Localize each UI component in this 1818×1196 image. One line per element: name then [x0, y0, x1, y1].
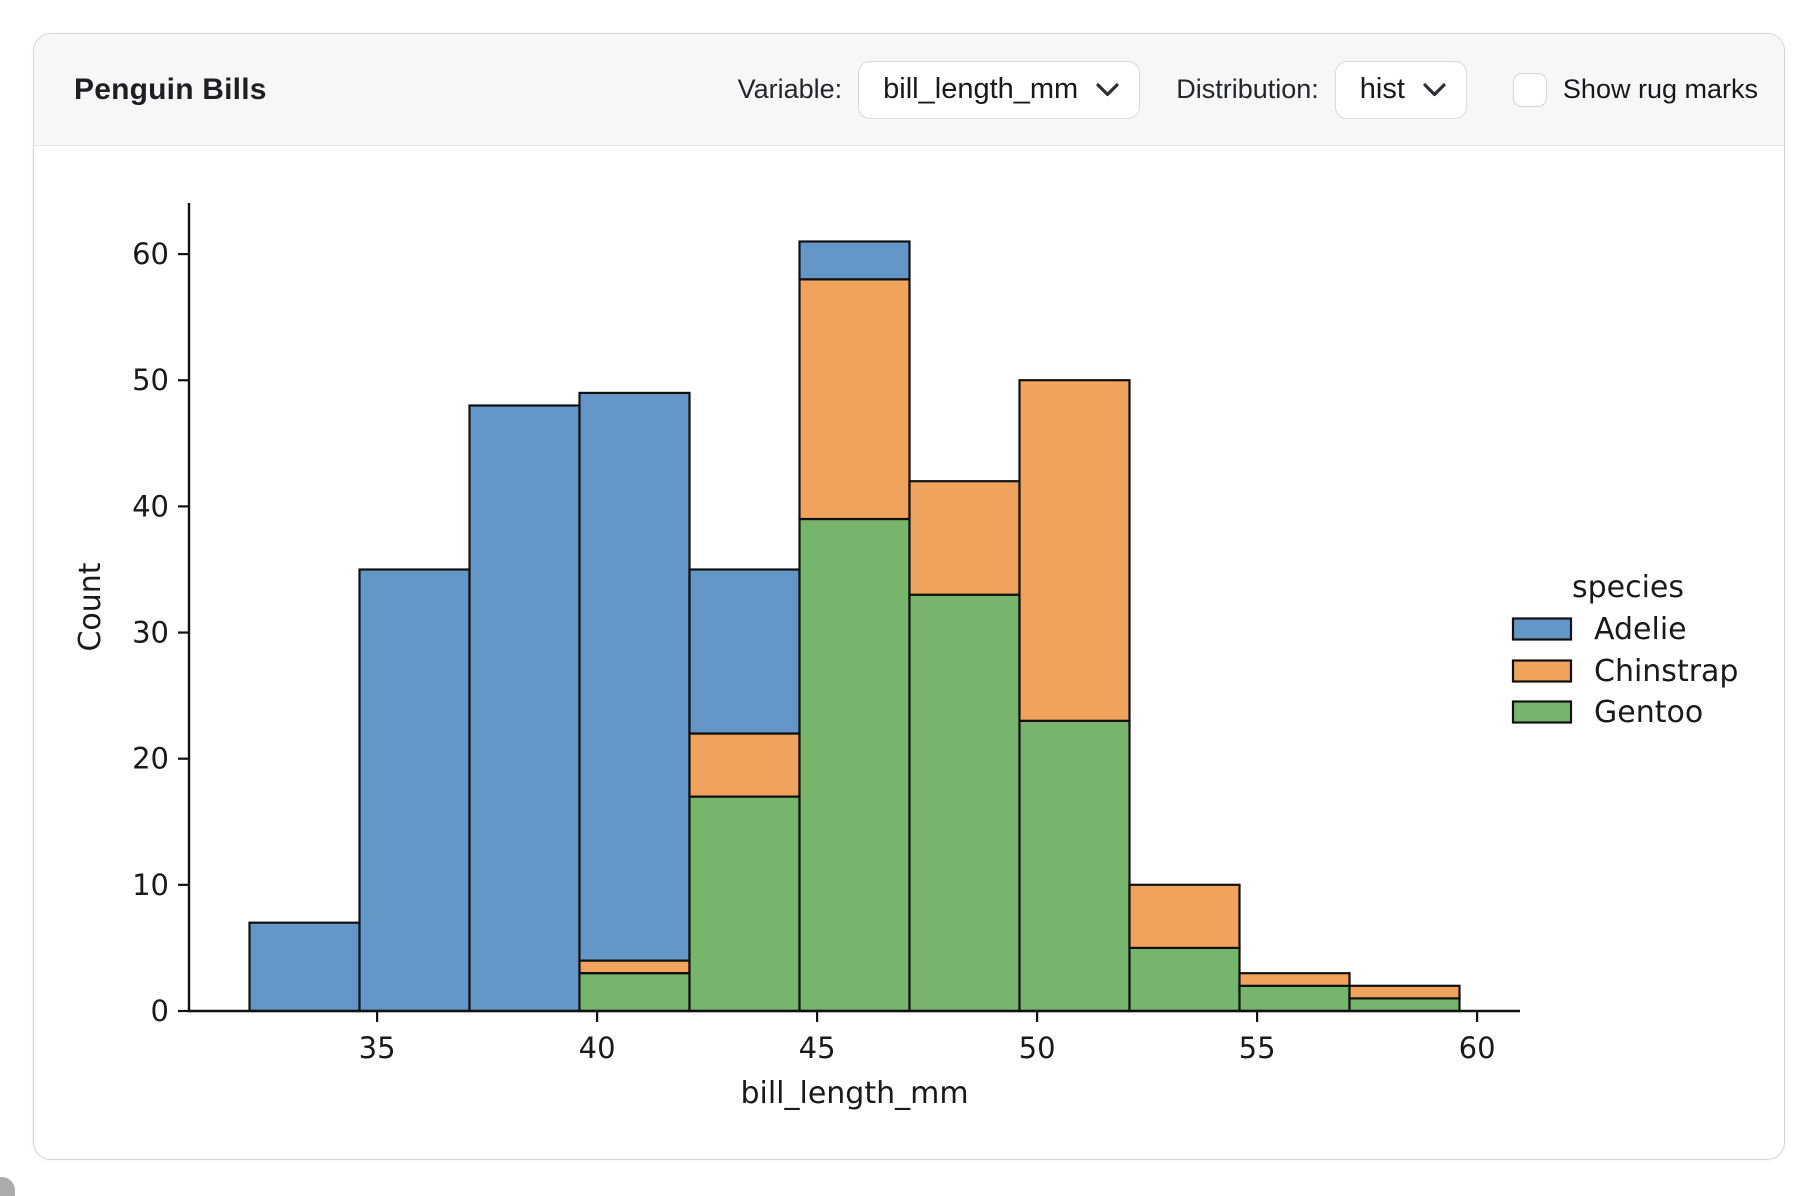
y-tick-label: 60: [132, 237, 169, 271]
x-tick-label: 45: [799, 1031, 836, 1065]
page-title: Penguin Bills: [74, 72, 267, 106]
y-tick-label: 0: [151, 994, 169, 1028]
legend-label-chinstrap: Chinstrap: [1594, 654, 1738, 689]
legend: species Adelie Chinstrap Gentoo: [1511, 570, 1738, 730]
variable-select-value: bill_length_mm: [883, 73, 1079, 105]
mouse-cursor-artifact: [0, 1177, 15, 1196]
bar-segment-chinstrap: [688, 732, 801, 798]
variable-select[interactable]: bill_length_mm: [858, 60, 1141, 119]
x-tick-label: 60: [1459, 1031, 1496, 1065]
card-header: Penguin Bills Variable: bill_length_mm D…: [34, 34, 1784, 146]
bar-segment-chinstrap: [578, 959, 691, 975]
legend-swatch-chinstrap: [1511, 659, 1573, 683]
bar-segment-adelie: [358, 568, 471, 1013]
bar-segment-gentoo: [908, 593, 1021, 1013]
x-tick-label: 50: [1019, 1031, 1056, 1065]
x-tick-label: 40: [579, 1031, 616, 1065]
bar-segment-gentoo: [1348, 997, 1461, 1013]
legend-swatch-adelie: [1511, 617, 1573, 641]
y-tick-label: 40: [132, 489, 169, 523]
y-tick-label: 30: [132, 616, 169, 650]
bar-segment-gentoo: [1018, 719, 1131, 1013]
variable-label: Variable:: [737, 74, 843, 104]
chart-area: 35 40 45 50 55 60 0 10 20 30 40 50 60 bill_length_mm C…: [34, 146, 1784, 1159]
bar-segment-gentoo: [1128, 946, 1241, 1013]
axes: 35 40 45 50 55 60 0 10 20 30 40 50 60 bill_length_mm C…: [73, 203, 1520, 1111]
bar-segment-gentoo: [798, 517, 911, 1013]
bar-segment-chinstrap: [1128, 883, 1241, 949]
bar-segment-gentoo: [578, 972, 691, 1013]
chevron-down-icon: [1096, 82, 1119, 96]
bar-segment-adelie: [248, 921, 361, 1013]
bar-segment-chinstrap: [908, 480, 1021, 596]
histogram-chart: 35 40 45 50 55 60 0 10 20 30 40 50 60 bill_length_mm C…: [73, 203, 1738, 1111]
bar-segment-chinstrap: [1348, 984, 1461, 1000]
histogram-bars: [248, 240, 1461, 1013]
legend-title: species: [1572, 570, 1684, 605]
y-axis-label: Count: [73, 562, 108, 651]
bar-segment-gentoo: [688, 795, 801, 1013]
bar-segment-chinstrap: [1018, 379, 1131, 722]
legend-label-adelie: Adelie: [1594, 612, 1687, 647]
show-rug-marks-checkbox[interactable]: [1512, 72, 1547, 107]
bar-segment-chinstrap: [798, 278, 911, 521]
header-controls: Variable: bill_length_mm Distribution: h…: [737, 60, 1758, 119]
distribution-select-value: hist: [1359, 73, 1405, 105]
x-tick-label: 55: [1239, 1031, 1276, 1065]
bar-segment-gentoo: [1238, 984, 1351, 1013]
y-tick-label: 10: [132, 868, 169, 902]
distribution-label: Distribution:: [1176, 74, 1319, 104]
penguin-bills-card: Penguin Bills Variable: bill_length_mm D…: [33, 33, 1785, 1160]
y-tick-label: 20: [132, 742, 169, 776]
distribution-select[interactable]: hist: [1334, 60, 1467, 119]
bar-segment-adelie: [468, 404, 581, 1013]
legend-label-gentoo: Gentoo: [1594, 695, 1703, 730]
bar-segment-adelie: [798, 240, 911, 281]
chevron-down-icon: [1423, 82, 1446, 96]
bar-segment-adelie: [578, 391, 691, 962]
legend-swatch-gentoo: [1511, 700, 1573, 724]
show-rug-marks-label[interactable]: Show rug marks: [1562, 74, 1758, 104]
y-tick-label: 50: [132, 363, 169, 397]
x-tick-label: 35: [359, 1031, 396, 1065]
bar-segment-chinstrap: [1238, 972, 1351, 987]
bar-segment-adelie: [688, 568, 801, 735]
x-axis-label: bill_length_mm: [740, 1076, 968, 1111]
